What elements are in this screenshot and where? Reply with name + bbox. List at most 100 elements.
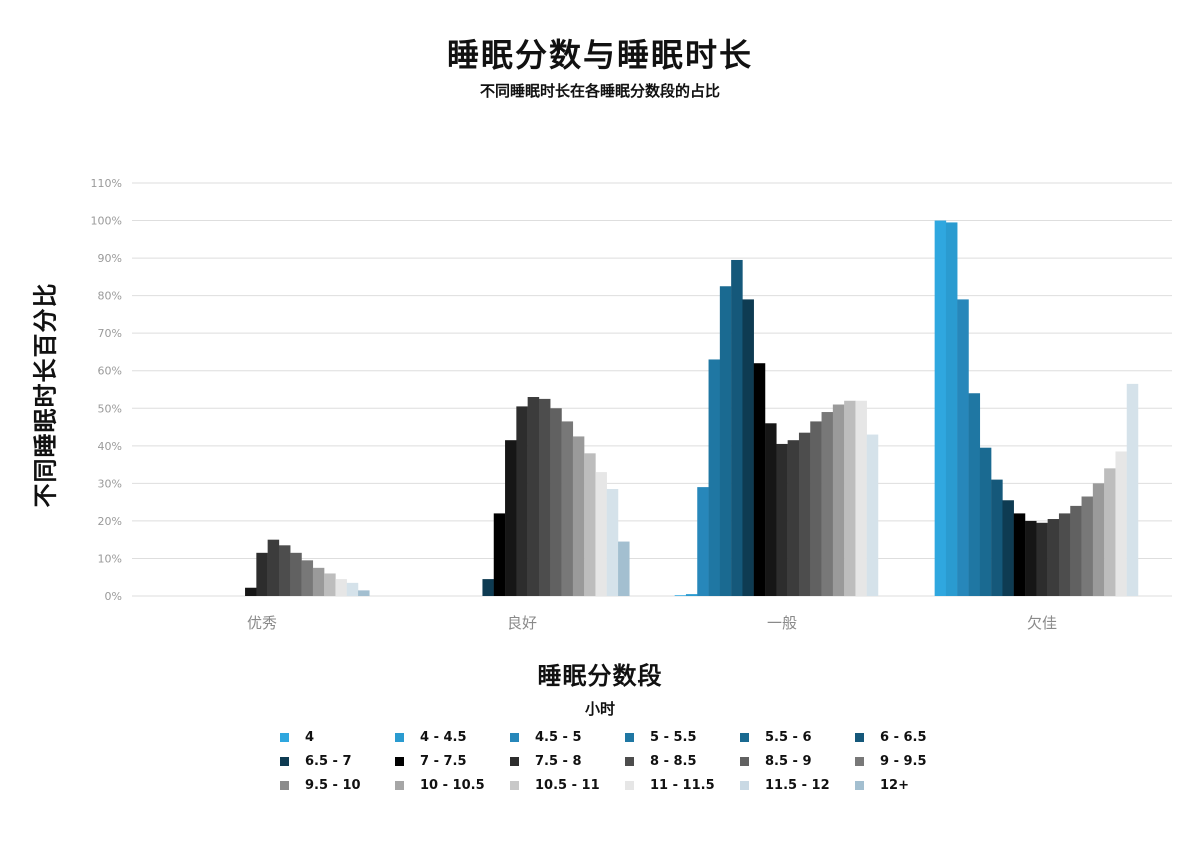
bar [934,220,947,597]
chart-title: 睡眠分数与睡眠时长 [446,36,753,74]
bar [290,552,302,596]
bar [731,259,743,596]
legend-swatch [625,756,634,766]
bar [550,408,562,596]
bar [256,552,268,596]
legend-swatch [855,780,864,790]
bar [606,489,619,596]
bar [991,479,1003,596]
legend-item: 4.5 - 5 [510,727,582,747]
bar [312,567,325,596]
legend-label: 8 - 8.5 [650,753,697,769]
legend-title: 小时 [584,700,615,718]
y-tick-label: 110% [91,177,122,190]
bar [787,440,800,596]
chart-plot: 0% 10% 20% 30% 40% 50% 60% 70% 80% 90% 100% 110% 优秀 良… [91,177,1172,632]
bar [1070,505,1082,596]
bar [753,363,766,596]
bar [301,560,314,596]
bar [697,487,709,596]
bar [821,412,834,596]
bar [561,421,574,596]
x-axis-label: 睡眠分数段 [537,662,663,690]
x-tick-label: 欠佳 [1027,614,1057,632]
y-tick-label: 70% [98,327,122,340]
bar [505,440,517,596]
bar [866,434,879,596]
legend-label: 7 - 7.5 [420,753,467,769]
x-tick-label: 一般 [767,614,797,632]
bar [765,423,777,596]
legend-label: 5.5 - 6 [765,729,812,745]
y-tick-label: 50% [98,402,122,415]
y-tick-label: 80% [98,290,122,303]
bar [1092,483,1105,596]
bar [595,472,607,596]
y-tick-label: 100% [91,215,122,228]
bar [810,421,822,596]
legend-label: 5 - 5.5 [650,729,697,745]
legend-label: 9 - 9.5 [880,753,927,769]
bar [776,443,788,596]
bar [798,432,811,596]
legend-label: 9.5 - 10 [305,777,361,793]
bar [1126,383,1139,596]
legend-item: 10.5 - 11 [510,775,600,795]
legend-label: 4 [305,729,315,745]
legend-item: 6 - 6.5 [855,727,927,747]
legend-item: 9 - 9.5 [855,751,927,771]
legend-item: 8 - 8.5 [625,751,697,771]
bar [979,447,992,596]
bar [719,286,732,596]
bar [527,397,540,596]
bar [708,359,721,596]
legend-swatch [625,732,634,742]
legend-label: 12+ [880,777,909,793]
bar [1002,500,1014,596]
y-tick-label: 60% [98,365,122,378]
legend-swatch [510,732,519,742]
bar [832,404,845,596]
bar [1036,522,1048,596]
y-tick-label: 0% [105,590,122,603]
bar [685,594,698,596]
y-tick-label: 10% [98,552,122,565]
legend-swatch [280,732,289,742]
legend-item: 12+ [855,775,909,795]
bar [346,582,359,596]
legend-item: 5.5 - 6 [740,727,812,747]
legend-label: 7.5 - 8 [535,753,582,769]
legend-label: 6 - 6.5 [880,729,927,745]
bar [493,513,506,596]
y-tick-label: 30% [98,477,122,490]
bar [674,595,687,596]
bar [968,393,981,596]
bar [584,453,596,596]
legend-item: 11.5 - 12 [740,775,830,795]
y-tick-label: 40% [98,440,122,453]
bar [957,299,969,596]
legend-swatch [510,780,519,790]
legend-item: 4 - 4.5 [395,727,467,747]
legend-swatch [740,756,749,766]
legend-swatch [280,756,289,766]
legend-label: 6.5 - 7 [305,753,352,769]
legend-swatch [395,732,404,742]
bar [742,299,754,596]
legend-label: 8.5 - 9 [765,753,812,769]
legend-swatch [395,756,404,766]
legend-item: 11 - 11.5 [625,775,715,795]
bar [1013,513,1026,596]
legend-swatch [510,756,519,766]
legend-item: 7.5 - 8 [510,751,582,771]
bar [855,400,867,596]
bar [335,579,347,596]
bar [1058,513,1071,596]
legend-swatch [740,780,749,790]
bar [324,573,336,596]
legend-label: 11 - 11.5 [650,777,715,793]
legend-item: 10 - 10.5 [395,775,485,795]
legend-swatch [740,732,749,742]
legend-item: 4 [280,727,314,747]
bar [1115,451,1127,596]
